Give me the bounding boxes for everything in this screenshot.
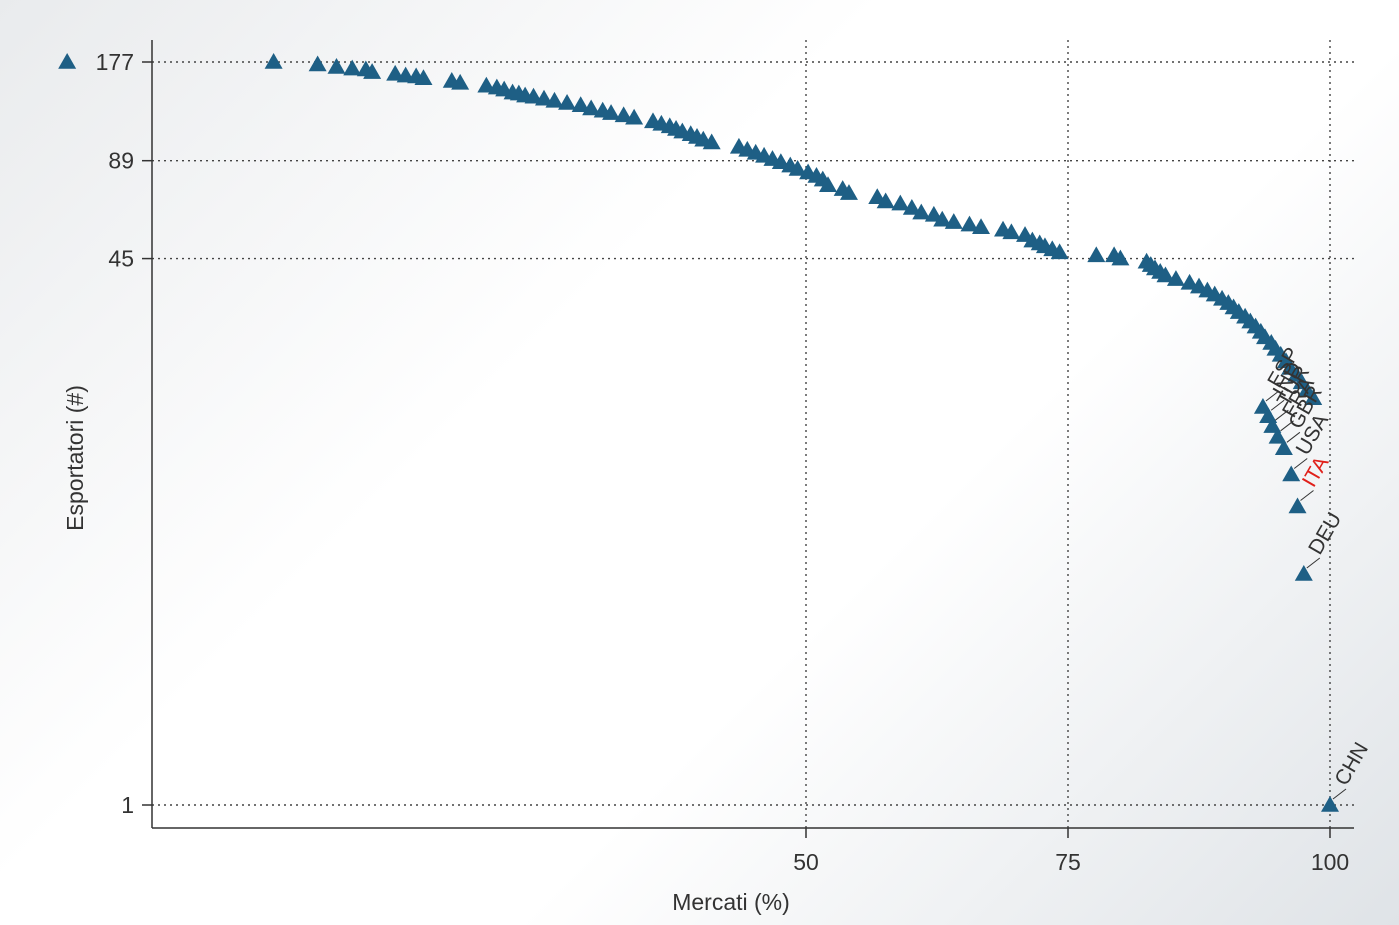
leader-line (1293, 458, 1308, 469)
data-point (582, 99, 601, 116)
leader-line (1265, 390, 1280, 402)
data-point (819, 176, 838, 193)
leader-line (1280, 420, 1294, 432)
data-point-labeled (1274, 439, 1293, 456)
data-point-labeled (1282, 465, 1301, 482)
data-point (58, 53, 77, 69)
data-point (839, 184, 858, 200)
data-point (944, 213, 963, 229)
leader-line (1275, 409, 1289, 421)
data-point (1166, 270, 1185, 286)
data-point (1050, 243, 1069, 260)
data-point (264, 53, 283, 69)
x-tick-label: 75 (1055, 849, 1081, 875)
country-label: CHN (1330, 739, 1373, 790)
y-tick-label: 89 (108, 148, 134, 174)
tick-labels: 177 89 45 1 50 75 100 (96, 49, 1350, 875)
data-point-labeled (1288, 497, 1307, 514)
data-point (1002, 223, 1021, 240)
data-point (702, 133, 721, 150)
data-point (1304, 389, 1323, 406)
y-tick-label: 1 (121, 792, 134, 818)
leader-line (1270, 399, 1285, 411)
data-point-labeled (1321, 796, 1339, 812)
data-point (602, 104, 621, 120)
data-point (625, 108, 644, 125)
data-point (771, 153, 790, 170)
data-point (788, 159, 807, 176)
y-axis-title: Esportatori (#) (62, 385, 88, 531)
data-point (343, 59, 362, 76)
data-point (414, 69, 433, 86)
x-axis-title: Mercati (%) (672, 889, 790, 915)
data-point (558, 94, 577, 110)
data-point (933, 210, 952, 227)
y-tick-label: 177 (96, 49, 134, 75)
data-point (614, 106, 633, 123)
x-tick-label: 50 (793, 849, 819, 875)
data-point (524, 87, 543, 104)
data-point (477, 76, 496, 93)
leader-line (1300, 490, 1314, 501)
data-points (58, 53, 1339, 812)
data-point (571, 96, 590, 112)
data-point (327, 57, 346, 74)
data-point (535, 89, 553, 106)
x-tick-label: 100 (1311, 849, 1349, 875)
data-point (891, 194, 910, 211)
leader-line (1286, 431, 1301, 443)
data-point (308, 55, 327, 72)
data-point (1087, 246, 1106, 263)
data-point (912, 203, 931, 220)
leader-line (1332, 788, 1347, 800)
data-point (960, 215, 979, 232)
data-point (451, 73, 470, 90)
data-point (545, 91, 564, 108)
data-point (1156, 266, 1175, 283)
data-point-labeled (1294, 564, 1313, 581)
y-tick-label: 45 (108, 246, 134, 272)
country-label: ITA (1298, 453, 1333, 491)
data-point (1111, 249, 1130, 266)
grid-lines (152, 40, 1354, 828)
data-point (876, 192, 895, 209)
data-point (1180, 273, 1199, 290)
leader-line (1306, 557, 1321, 569)
axes (151, 40, 1354, 829)
data-point (363, 63, 382, 79)
data-point-labeled (1263, 417, 1282, 433)
data-point (386, 64, 405, 81)
country-label: DEU (1304, 509, 1346, 559)
data-point (902, 199, 921, 215)
data-point-labeled (1268, 427, 1287, 444)
data-point (972, 218, 991, 234)
